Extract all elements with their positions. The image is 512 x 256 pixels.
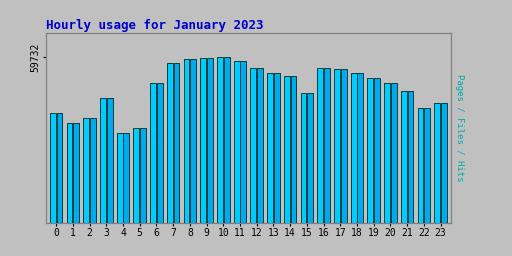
Bar — [150, 83, 156, 223]
Bar — [391, 83, 397, 223]
Bar — [117, 133, 122, 223]
Bar — [274, 73, 280, 223]
Bar — [324, 68, 330, 223]
Bar — [317, 68, 323, 223]
Bar — [174, 63, 179, 223]
Bar — [334, 69, 340, 223]
Bar — [134, 128, 139, 223]
Bar — [200, 58, 206, 223]
Bar — [351, 73, 356, 223]
Bar — [157, 83, 163, 223]
Bar — [384, 83, 390, 223]
Bar — [67, 123, 72, 223]
Bar — [418, 108, 423, 223]
Bar — [301, 93, 306, 223]
Bar — [290, 76, 296, 223]
Bar — [50, 113, 56, 223]
Bar — [284, 76, 290, 223]
Bar — [123, 133, 129, 223]
Bar — [408, 91, 413, 223]
Bar — [307, 93, 313, 223]
Bar — [90, 118, 96, 223]
Bar — [257, 68, 263, 223]
Bar — [100, 98, 106, 223]
Text: Hourly usage for January 2023: Hourly usage for January 2023 — [46, 19, 264, 32]
Bar — [73, 123, 79, 223]
Bar — [441, 103, 447, 223]
Bar — [217, 57, 223, 223]
Bar — [106, 98, 113, 223]
Bar — [250, 68, 257, 223]
Bar — [190, 59, 196, 223]
Bar — [267, 73, 273, 223]
Bar — [184, 59, 189, 223]
Bar — [434, 103, 440, 223]
Bar — [56, 113, 62, 223]
Bar — [368, 78, 373, 223]
Bar — [140, 128, 146, 223]
Bar — [357, 73, 363, 223]
Bar — [207, 58, 213, 223]
Bar — [83, 118, 89, 223]
Bar — [340, 69, 347, 223]
Bar — [401, 91, 407, 223]
Bar — [224, 57, 229, 223]
Bar — [374, 78, 380, 223]
Bar — [233, 61, 240, 223]
Y-axis label: Pages / Files / Hits: Pages / Files / Hits — [455, 74, 464, 182]
Bar — [167, 63, 173, 223]
Bar — [424, 108, 430, 223]
Bar — [240, 61, 246, 223]
